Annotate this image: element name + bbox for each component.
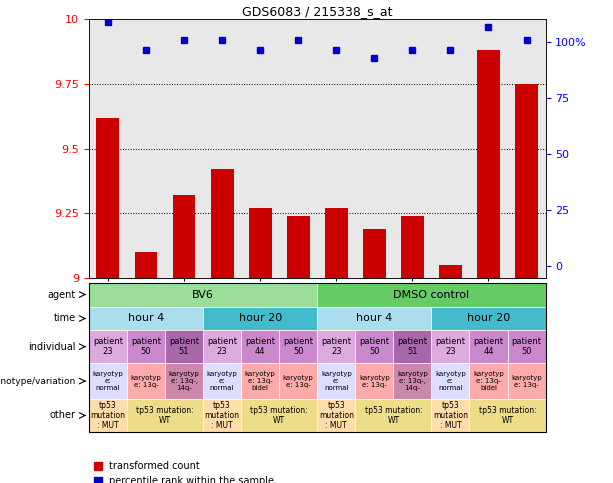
Text: tp53 mutation:
WT: tp53 mutation: WT bbox=[479, 406, 536, 425]
Text: patient
50: patient 50 bbox=[359, 337, 389, 356]
Bar bbox=[203, 307, 318, 330]
Text: patient
50: patient 50 bbox=[511, 337, 541, 356]
Text: hour 4: hour 4 bbox=[356, 313, 392, 324]
Text: tp53
mutation
: MUT: tp53 mutation : MUT bbox=[205, 400, 240, 430]
Text: karyotyp
e:
normal: karyotyp e: normal bbox=[93, 371, 123, 391]
Bar bbox=[211, 169, 234, 278]
Text: time: time bbox=[53, 313, 75, 324]
Bar bbox=[432, 399, 470, 432]
Bar bbox=[356, 330, 394, 363]
Bar bbox=[318, 330, 356, 363]
Bar bbox=[477, 50, 500, 278]
Text: karyotyp
e:
normal: karyotyp e: normal bbox=[321, 371, 352, 391]
Bar bbox=[203, 399, 241, 432]
Title: GDS6083 / 215338_s_at: GDS6083 / 215338_s_at bbox=[242, 5, 392, 18]
Text: karyotyp
e: 13q-
bidel: karyotyp e: 13q- bidel bbox=[245, 371, 275, 391]
Bar bbox=[356, 363, 394, 399]
Text: tp53
mutation
: MUT: tp53 mutation : MUT bbox=[319, 400, 354, 430]
Bar bbox=[89, 399, 127, 432]
Text: patient
23: patient 23 bbox=[93, 337, 123, 356]
Bar bbox=[508, 330, 546, 363]
Bar bbox=[318, 283, 546, 307]
Text: individual: individual bbox=[28, 341, 75, 352]
Text: other: other bbox=[50, 411, 75, 421]
Bar bbox=[89, 363, 127, 399]
Bar bbox=[165, 363, 203, 399]
Text: tp53 mutation:
WT: tp53 mutation: WT bbox=[136, 406, 194, 425]
Text: patient
23: patient 23 bbox=[207, 337, 237, 356]
Text: hour 20: hour 20 bbox=[238, 313, 282, 324]
Bar bbox=[394, 330, 432, 363]
Text: karyotyp
e: 13q-: karyotyp e: 13q- bbox=[283, 375, 314, 387]
Bar bbox=[356, 399, 432, 432]
Bar bbox=[470, 363, 508, 399]
Text: karyotyp
e: 13q-
bidel: karyotyp e: 13q- bidel bbox=[473, 371, 504, 391]
Bar bbox=[279, 363, 318, 399]
Text: tp53 mutation:
WT: tp53 mutation: WT bbox=[250, 406, 308, 425]
Text: karyotyp
e: 13q-: karyotyp e: 13q- bbox=[511, 375, 542, 387]
Bar bbox=[287, 216, 310, 278]
Bar bbox=[241, 363, 279, 399]
Bar bbox=[432, 307, 546, 330]
Text: tp53
mutation
: MUT: tp53 mutation : MUT bbox=[90, 400, 126, 430]
Bar bbox=[432, 363, 470, 399]
Bar bbox=[470, 330, 508, 363]
Bar bbox=[127, 330, 165, 363]
Text: patient
50: patient 50 bbox=[131, 337, 161, 356]
Bar bbox=[515, 84, 538, 278]
Text: karyotyp
e:
normal: karyotyp e: normal bbox=[435, 371, 466, 391]
Legend: transformed count, percentile rank within the sample: transformed count, percentile rank withi… bbox=[94, 461, 274, 483]
Text: hour 20: hour 20 bbox=[467, 313, 510, 324]
Text: patient
44: patient 44 bbox=[473, 337, 503, 356]
Bar bbox=[432, 330, 470, 363]
Bar bbox=[134, 252, 158, 278]
Bar bbox=[203, 363, 241, 399]
Text: patient
23: patient 23 bbox=[321, 337, 351, 356]
Text: genotype/variation: genotype/variation bbox=[0, 377, 75, 385]
Text: tp53 mutation:
WT: tp53 mutation: WT bbox=[365, 406, 422, 425]
Bar bbox=[203, 330, 241, 363]
Bar bbox=[96, 117, 120, 278]
Text: patient
50: patient 50 bbox=[283, 337, 313, 356]
Bar bbox=[318, 399, 356, 432]
Bar bbox=[89, 330, 127, 363]
Bar bbox=[470, 399, 546, 432]
Bar bbox=[241, 399, 318, 432]
Bar bbox=[165, 330, 203, 363]
Text: BV6: BV6 bbox=[192, 289, 214, 299]
Text: DMSO control: DMSO control bbox=[394, 289, 470, 299]
Text: karyotyp
e: 13q-,
14q-: karyotyp e: 13q-, 14q- bbox=[169, 371, 199, 391]
Bar bbox=[325, 208, 348, 278]
Text: karyotyp
e:
normal: karyotyp e: normal bbox=[207, 371, 237, 391]
Text: agent: agent bbox=[47, 289, 75, 299]
Text: patient
44: patient 44 bbox=[245, 337, 275, 356]
Bar bbox=[508, 363, 546, 399]
Text: karyotyp
e: 13q-: karyotyp e: 13q- bbox=[131, 375, 161, 387]
Bar bbox=[279, 330, 318, 363]
Text: patient
23: patient 23 bbox=[435, 337, 465, 356]
Bar bbox=[394, 363, 432, 399]
Bar bbox=[127, 399, 203, 432]
Bar bbox=[249, 208, 272, 278]
Bar bbox=[318, 363, 356, 399]
Text: hour 4: hour 4 bbox=[128, 313, 164, 324]
Bar bbox=[127, 363, 165, 399]
Bar bbox=[89, 307, 203, 330]
Bar bbox=[89, 283, 318, 307]
Bar bbox=[241, 330, 279, 363]
Text: patient
51: patient 51 bbox=[397, 337, 427, 356]
Text: patient
51: patient 51 bbox=[169, 337, 199, 356]
Bar bbox=[363, 228, 386, 278]
Bar bbox=[318, 307, 432, 330]
Text: karyotyp
e: 13q-,
14q-: karyotyp e: 13q-, 14q- bbox=[397, 371, 428, 391]
Text: karyotyp
e: 13q-: karyotyp e: 13q- bbox=[359, 375, 390, 387]
Bar bbox=[173, 195, 196, 278]
Text: tp53
mutation
: MUT: tp53 mutation : MUT bbox=[433, 400, 468, 430]
Bar bbox=[439, 265, 462, 278]
Bar bbox=[401, 216, 424, 278]
